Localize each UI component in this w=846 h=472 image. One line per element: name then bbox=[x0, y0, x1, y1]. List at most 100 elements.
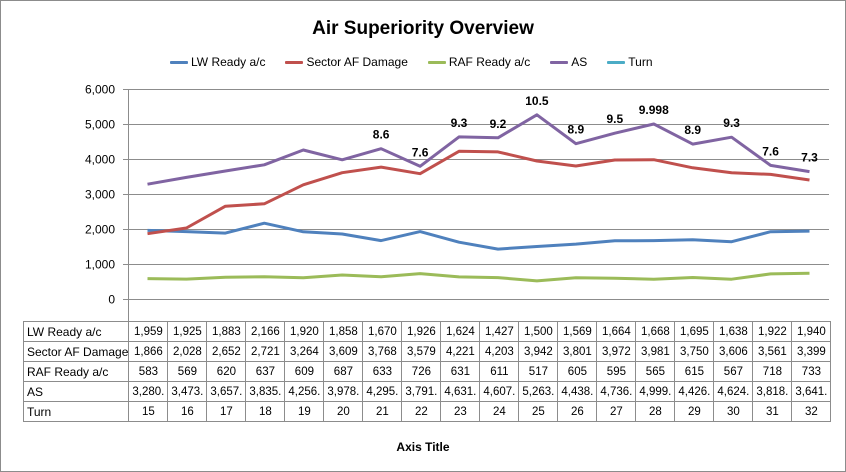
legend-item-as[interactable]: AS bbox=[550, 55, 587, 69]
table-cell: 25 bbox=[518, 401, 559, 422]
table-cell: 4,438. bbox=[557, 381, 598, 402]
legend-label-lw: LW Ready a/c bbox=[191, 55, 266, 69]
table-cell: 3,972 bbox=[596, 341, 637, 362]
table-cell: 3,264 bbox=[284, 341, 325, 362]
legend-swatch-lw bbox=[170, 60, 188, 64]
table-cell: 605 bbox=[557, 361, 598, 382]
data-label: 8.6 bbox=[373, 128, 390, 142]
x-axis-title: Axis Title bbox=[396, 440, 450, 454]
table-cell: 4,221 bbox=[440, 341, 481, 362]
table-cell: 1,959 bbox=[128, 321, 169, 342]
table-cell: 2,652 bbox=[206, 341, 247, 362]
table-cell: 718 bbox=[752, 361, 793, 382]
chart-title: Air Superiority Overview bbox=[312, 18, 534, 39]
table-cell: 611 bbox=[479, 361, 520, 382]
table-cell: 23 bbox=[440, 401, 481, 422]
table-cell: 4,631. bbox=[440, 381, 481, 402]
table-row-header: RAF Ready a/c bbox=[22, 361, 130, 382]
table-cell: 3,606 bbox=[713, 341, 754, 362]
table-cell: 4,426. bbox=[674, 381, 715, 402]
table-row: AS 3,280. 3,473. 3,657. 3,835. 4,256. 3,978. 4,… bbox=[22, 381, 832, 402]
table-cell: 4,256. bbox=[284, 381, 325, 402]
table-cell: 27 bbox=[596, 401, 637, 422]
data-label: 7.6 bbox=[762, 144, 779, 158]
table-cell: 3,981 bbox=[635, 341, 676, 362]
legend-item-lw[interactable]: LW Ready a/c bbox=[170, 55, 265, 69]
table-cell: 28 bbox=[635, 401, 676, 422]
data-label: 9.998 bbox=[639, 103, 669, 117]
table-cell: 631 bbox=[440, 361, 481, 382]
data-label: 9.3 bbox=[451, 116, 468, 130]
table-cell: 1,668 bbox=[635, 321, 676, 342]
table-cell: 569 bbox=[167, 361, 208, 382]
table-row: RAF Ready a/c 583 569 620 637 609 687 633 726 631… bbox=[22, 361, 832, 382]
table-cell: 1,569 bbox=[557, 321, 598, 342]
legend-swatch-sector-af-damage bbox=[285, 60, 304, 64]
table-cell: 4,624. bbox=[713, 381, 754, 402]
legend-swatch-as bbox=[550, 60, 569, 64]
table-row: LW Ready a/c 1,959 1,925 1,883 2,166 1,920 1,8… bbox=[22, 321, 832, 342]
y-tick-label: 2,000 bbox=[85, 223, 115, 237]
data-label: 7.6 bbox=[412, 145, 429, 159]
table-cell: 726 bbox=[401, 361, 442, 382]
table-cell: 3,942 bbox=[518, 341, 559, 362]
y-tick-label: 6,000 bbox=[85, 83, 115, 97]
table-cell: 1,940 bbox=[791, 321, 832, 342]
legend-label-raf: RAF Ready a/c bbox=[448, 55, 531, 69]
table-cell: 609 bbox=[284, 361, 325, 382]
table-cell: 565 bbox=[635, 361, 676, 382]
y-tick-label: 3,000 bbox=[85, 188, 115, 202]
table-cell: 1,866 bbox=[128, 341, 169, 362]
table-cell: 4,736. bbox=[596, 381, 637, 402]
table-cell: 583 bbox=[128, 361, 169, 382]
table-cell: 30 bbox=[713, 401, 754, 422]
table-cell: 1,925 bbox=[167, 321, 208, 342]
table-cell: 21 bbox=[362, 401, 403, 422]
table-cell: 4,999. bbox=[635, 381, 676, 402]
legend-item-turn[interactable]: Turn bbox=[607, 55, 653, 69]
legend-item-sector-af-damage[interactable]: Sector AF Damage bbox=[285, 55, 408, 69]
table-cell: 29 bbox=[674, 401, 715, 422]
table-cell: 3,768 bbox=[362, 341, 403, 362]
table-cell: 32 bbox=[791, 401, 832, 422]
table-cell: 3,280. bbox=[128, 381, 169, 402]
table-cell: 4,607. bbox=[479, 381, 520, 402]
table-cell: 17 bbox=[206, 401, 247, 422]
legend-item-raf[interactable]: RAF Ready a/c bbox=[427, 55, 531, 69]
table-cell: 2,028 bbox=[167, 341, 208, 362]
table-cell: 3,473. bbox=[167, 381, 208, 402]
table-cell: 567 bbox=[713, 361, 754, 382]
table-cell: 5,263. bbox=[518, 381, 559, 402]
table-cell: 620 bbox=[206, 361, 247, 382]
table-cell: 1,500 bbox=[518, 321, 559, 342]
data-label: 9.2 bbox=[490, 117, 507, 131]
legend-label-as: AS bbox=[571, 55, 588, 69]
table-row: Sector AF Damage 1,866 2,028 2,652 2,721 3,26… bbox=[22, 341, 832, 362]
table-cell: 1,926 bbox=[401, 321, 442, 342]
table-cell: 1,883 bbox=[206, 321, 247, 342]
y-tick-label: 1,000 bbox=[85, 258, 115, 272]
series-line-as bbox=[147, 113, 810, 186]
y-tick-label: 4,000 bbox=[85, 153, 115, 167]
series-line-lw-ready-a-c bbox=[147, 221, 810, 251]
table-cell: 16 bbox=[167, 401, 208, 422]
table-cell: 733 bbox=[791, 361, 832, 382]
table-cell: 1,670 bbox=[362, 321, 403, 342]
table-row: Turn 15 16 17 18 19 20 21 22 23 24 25 26 27 28 29 30 31 32 bbox=[22, 401, 832, 422]
table-cell: 3,561 bbox=[752, 341, 793, 362]
series-line-sector-af-damage bbox=[147, 149, 810, 236]
table-cell: 18 bbox=[245, 401, 286, 422]
table-cell: 3,399 bbox=[791, 341, 832, 362]
legend-swatch-turn bbox=[607, 60, 626, 64]
legend-swatch-raf bbox=[427, 60, 446, 64]
table-cell: 3,801 bbox=[557, 341, 598, 362]
table-cell: 31 bbox=[752, 401, 793, 422]
legend-label-turn: Turn bbox=[628, 55, 653, 69]
table-cell: 20 bbox=[323, 401, 364, 422]
data-table: LW Ready a/c 1,959 1,925 1,883 2,166 1,920 1,8… bbox=[22, 321, 832, 422]
table-cell: 4,295. bbox=[362, 381, 403, 402]
table-cell: 1,922 bbox=[752, 321, 793, 342]
table-cell: 3,835. bbox=[245, 381, 286, 402]
series-line-raf-ready-a-c bbox=[147, 271, 810, 283]
